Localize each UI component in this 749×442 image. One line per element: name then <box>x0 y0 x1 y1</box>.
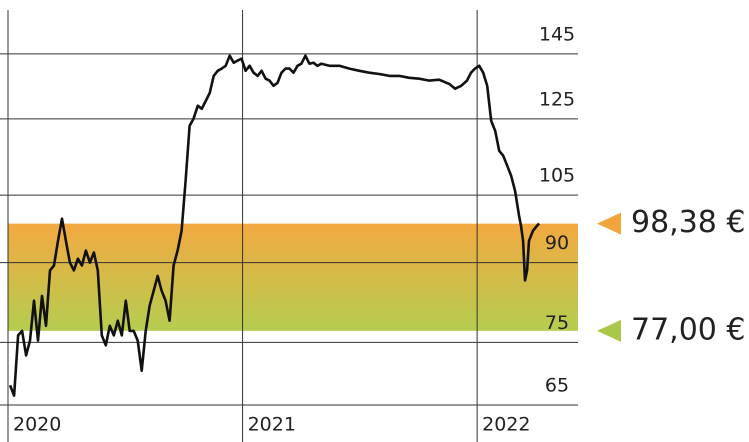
grid-layer: 65 75 90 105 125 145 2020 2021 2022 <box>0 10 578 442</box>
marker-triangle <box>597 212 621 235</box>
x-tick-label: 2020 <box>13 414 61 436</box>
marker-triangle <box>597 319 621 342</box>
band-layer <box>8 223 578 331</box>
y-tick-label: 125 <box>539 88 575 110</box>
y-tick-label: 65 <box>545 375 569 397</box>
marker-label: 77,00 € <box>631 312 746 347</box>
plot-layer: 98,38 € 77,00 € <box>8 54 746 397</box>
price-band <box>8 223 578 331</box>
y-tick-label: 90 <box>545 232 569 254</box>
price-line <box>8 54 541 397</box>
y-tick-label: 105 <box>539 165 575 187</box>
marker-label: 98,38 € <box>631 205 746 240</box>
x-tick-label: 2021 <box>248 414 296 436</box>
x-tick-label: 2022 <box>482 414 530 436</box>
y-tick-label: 145 <box>539 23 575 45</box>
y-tick-label: 75 <box>545 312 569 334</box>
